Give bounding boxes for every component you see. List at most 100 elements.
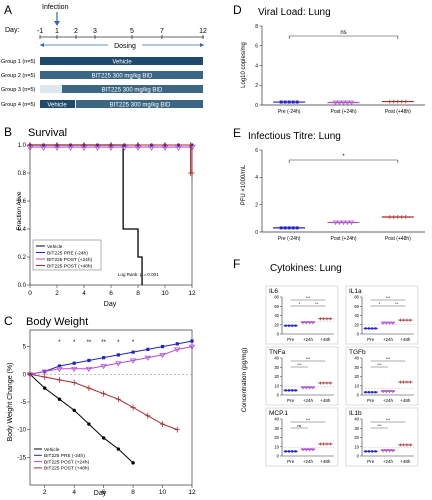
viral-load-point <box>344 100 351 106</box>
cytokine-y-tick-label: 80 <box>274 295 279 300</box>
chart-marks: 0 2 4 6 8 10 120.00.20.40.60.81.0VehicleBIT225… <box>17 24 425 496</box>
body-weight-point <box>160 345 165 349</box>
group-2-label: Group 2 (n=5) <box>1 73 36 79</box>
cytokine-point <box>310 386 315 390</box>
infectious-titre-point <box>348 220 355 226</box>
cytokine-name: TGFb <box>349 349 366 356</box>
body-weight-point <box>131 350 135 354</box>
cytokine-point <box>374 450 377 453</box>
cytokine-panel-frame <box>345 285 419 345</box>
infectious-titre-title: Infectious Titre: Lung <box>248 131 341 142</box>
body-weight-ylabel: Body Weight Change (%) <box>7 363 14 442</box>
cytokine-y-tick-label: 40 <box>354 356 359 361</box>
body-weight-point <box>85 366 93 373</box>
cytokine-y-tick-label: 10 <box>274 383 279 388</box>
cytokine-category-label: Pre <box>287 398 295 403</box>
cytokine-y-tick-label: 80 <box>354 295 359 300</box>
survival-x-tick-label: 8 <box>136 290 140 297</box>
cytokine-point <box>287 389 291 392</box>
cytokine-panel-frame <box>265 407 339 467</box>
cytokine-y-tick-label: 20 <box>354 435 359 440</box>
cytokine-panel-tgfb: TGFb 0 10 20 30 40 Pre +24h +48h *** *** <box>345 346 419 406</box>
viral-load-ylabel: Log10 copies/mg <box>241 42 247 88</box>
body-weight-legend-label: BIT225 POST (+24h) <box>44 459 90 465</box>
cytokine-point <box>390 449 395 453</box>
body-weight-point <box>159 353 166 359</box>
survival-legend-label: BIT225 PRE (-24h) <box>47 250 88 256</box>
viral-load-point <box>295 100 299 104</box>
cytokine-point <box>287 450 291 453</box>
cytokine-significance-label: *** <box>386 296 391 300</box>
group-1-label: Group 1 (n=5) <box>1 59 36 65</box>
panel-letter-c: C <box>4 314 13 328</box>
cytokine-y-tick-label: 60 <box>274 304 279 309</box>
cytokine-point <box>387 390 392 394</box>
viral-load-y-tick-label: 6 <box>255 44 258 50</box>
cytokine-point <box>374 327 377 330</box>
group-3-label: Group 3 (n=5) <box>1 87 36 93</box>
body-weight-point <box>56 366 63 373</box>
cytokine-point <box>284 450 287 453</box>
cytokine-point <box>307 321 312 325</box>
cytokine-y-tick-label: 20 <box>274 374 279 379</box>
body-weight-significance: ** <box>101 340 106 346</box>
viral-load-point <box>332 100 339 106</box>
group-4-treatment: BIT225 300 mg/kg BID <box>110 103 171 109</box>
cytokine-point <box>371 391 374 394</box>
cytokine-y-tick-label: 30 <box>354 365 359 370</box>
cytokine-point <box>367 391 371 394</box>
cytokine-category-label: +48h <box>320 459 331 464</box>
cytokine-point <box>300 386 306 390</box>
body-weight-point <box>190 339 194 343</box>
day-tick-label-6: 12 <box>199 28 207 35</box>
dosing-arrow-left <box>40 43 44 47</box>
cytokine-y-tick-label: 60 <box>354 304 359 309</box>
body-weight-point <box>115 361 122 367</box>
group-2-treatment: BIT225 300 mg/kg BID <box>92 74 153 80</box>
infectious-titre-y-tick-label: 0 <box>255 230 258 236</box>
cytokine-category-label: Pre <box>367 398 375 403</box>
cytokine-y-tick-label: 40 <box>354 417 359 422</box>
viral-load-point <box>283 100 287 104</box>
cytokines-title: Cytokines: Lung <box>270 263 342 274</box>
infectious-titre-point <box>332 220 339 226</box>
cytokine-point <box>294 389 297 392</box>
cytokine-name: TNFa <box>269 349 286 356</box>
day-tick-label-0: -1 <box>37 28 43 35</box>
group-1-bar <box>40 57 203 65</box>
body-weight-y-tick-label: -10 <box>17 428 26 434</box>
body-weight-significance: * <box>73 340 76 346</box>
cytokine-category-label: Pre <box>367 337 375 342</box>
cytokine-name: IL6 <box>269 288 278 295</box>
survival-legend-label: BIT225 POST (+48h) <box>47 263 93 269</box>
cytokine-y-tick-label: 20 <box>354 322 359 327</box>
viral-load-significance-label: ns <box>340 30 346 36</box>
dosing-label: Dosing <box>114 43 136 50</box>
body-weight-y-tick-label: 0 <box>23 372 27 378</box>
group-1-treatment: Vehicle <box>112 60 132 66</box>
survival-x-tick-label: 0 <box>28 290 32 297</box>
cytokine-significance-label: * <box>379 302 381 306</box>
survival-x-tick-label: 6 <box>109 290 113 297</box>
viral-load-y-tick-label: 4 <box>255 63 258 69</box>
cytokine-point <box>300 448 306 452</box>
body-weight-point <box>70 366 78 373</box>
cytokine-panel-mcp1: MCP.1 0 10 20 30 40 Pre +24h +48h ns *** <box>265 407 339 467</box>
infectious-titre-point <box>340 220 347 226</box>
cytokine-category-label: Pre <box>287 459 295 464</box>
viral-load-point <box>279 100 283 104</box>
day-tick-label-3: 3 <box>93 28 97 35</box>
body-weight-point <box>41 369 48 375</box>
survival-title: Survival <box>28 127 67 139</box>
cytokine-y-tick-label: 0 <box>277 332 280 337</box>
body-weight-legend-label: BIT225 POST (+48h) <box>44 466 90 472</box>
cytokine-point <box>364 450 367 453</box>
cytokine-point <box>291 324 294 327</box>
cytokine-y-tick-label: 40 <box>274 313 279 318</box>
cytokine-y-tick-label: 10 <box>354 383 359 388</box>
group-3-gap <box>40 85 62 93</box>
cytokine-category-label: +24h <box>303 337 314 342</box>
survival-xlabel: Day <box>104 301 117 308</box>
